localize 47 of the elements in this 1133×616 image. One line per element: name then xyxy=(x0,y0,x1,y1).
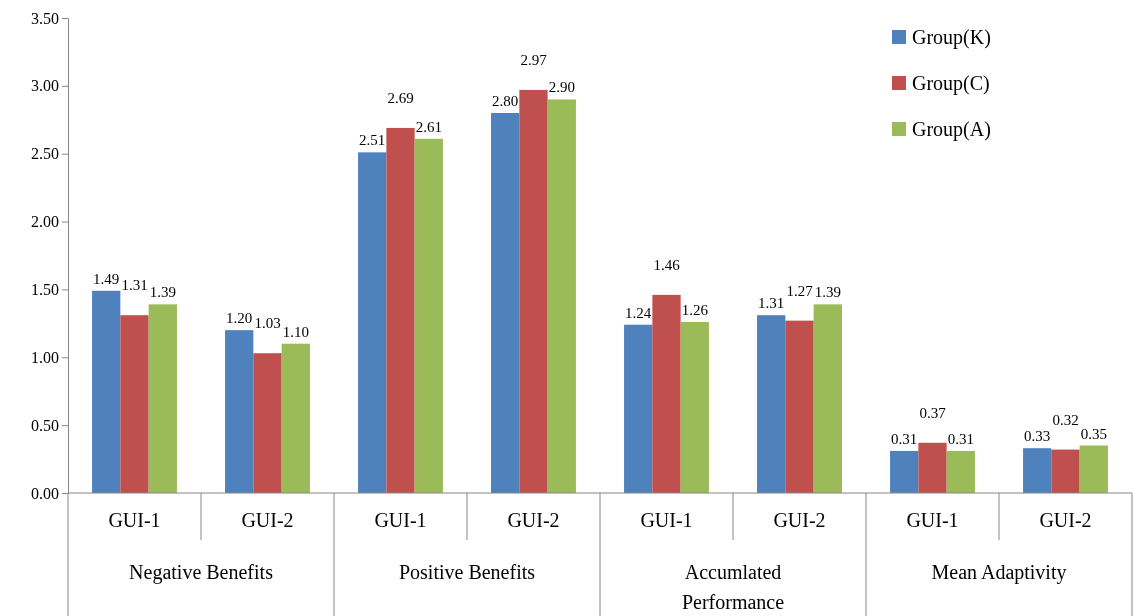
data-label: 2.61 xyxy=(415,118,442,135)
text: Negative Benefits xyxy=(129,561,274,584)
data-label: 0.37 xyxy=(919,404,947,421)
data-label: 1.10 xyxy=(282,323,309,340)
x-tick-label: GUI-2 xyxy=(773,509,826,531)
data-label: 0.31 xyxy=(947,430,974,447)
legend-label: Group(A) xyxy=(912,118,991,141)
y-tick-label: 0.00 xyxy=(31,484,59,502)
legend-label: Group(K) xyxy=(912,26,991,49)
data-label: 0.31 xyxy=(891,430,918,447)
data-label: 0.33 xyxy=(1024,428,1051,445)
data-label: 0.35 xyxy=(1080,425,1107,442)
text: Mean Adaptivity xyxy=(931,561,1067,584)
x-tick-label: GUI-1 xyxy=(374,509,427,531)
data-label: 1.49 xyxy=(93,270,120,287)
text: Accumlated Performance xyxy=(681,561,785,613)
data-label: 1.27 xyxy=(786,282,814,299)
y-tick-label: 0.50 xyxy=(31,416,59,434)
data-label: 1.39 xyxy=(814,284,841,301)
y-tick-label: 2.50 xyxy=(31,145,59,163)
data-label: 1.31 xyxy=(121,277,148,294)
x-tick-label: GUI-2 xyxy=(507,509,560,531)
data-label: 1.20 xyxy=(226,310,253,327)
x-tick-label: GUI-1 xyxy=(108,509,161,531)
y-tick-label: 1.50 xyxy=(31,281,59,299)
data-label: 1.31 xyxy=(758,295,785,312)
data-label: 1.26 xyxy=(681,302,709,318)
y-tick-label: 1.00 xyxy=(31,348,59,366)
y-tick-label: 3.00 xyxy=(31,77,59,95)
data-label: 1.24 xyxy=(625,304,652,321)
data-label: 1.39 xyxy=(149,284,176,301)
data-label: 1.46 xyxy=(653,256,681,273)
y-tick-label: 3.50 xyxy=(31,9,59,27)
data-label: 2.51 xyxy=(359,132,386,149)
data-label: 2.97 xyxy=(520,51,548,68)
y-tick-label: 2.00 xyxy=(31,213,59,231)
x-tick-label: GUI-2 xyxy=(1039,509,1092,531)
data-label: 0.32 xyxy=(1052,411,1079,428)
x-tick-label: GUI-1 xyxy=(906,509,959,531)
data-label: 2.80 xyxy=(492,93,519,109)
x-tick-label: GUI-2 xyxy=(241,509,294,531)
data-label: 2.90 xyxy=(548,79,575,96)
legend-label: Group(C) xyxy=(912,72,990,95)
x-tick-label: GUI-1 xyxy=(640,509,693,531)
text: Positive Benefits xyxy=(398,561,536,583)
data-label: 1.03 xyxy=(254,315,281,332)
data-label: 2.69 xyxy=(387,89,414,106)
